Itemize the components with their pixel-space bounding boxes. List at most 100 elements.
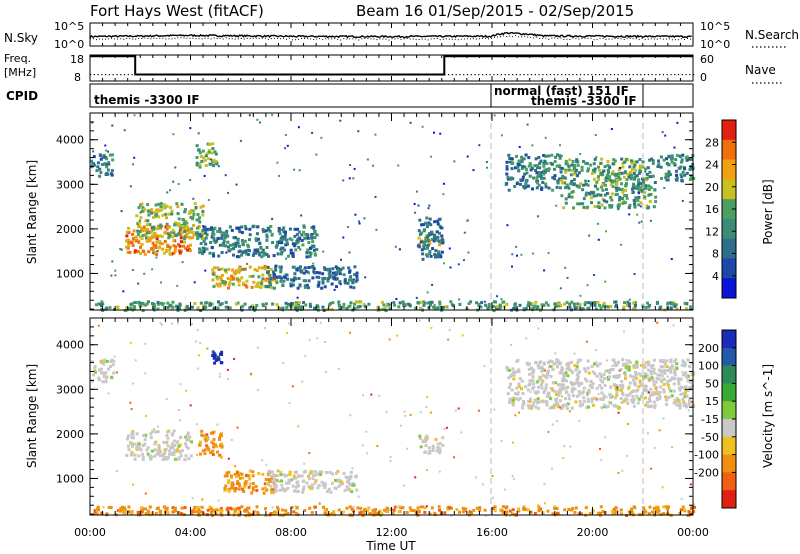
nave-point	[101, 74, 103, 76]
range-gate-cell	[172, 450, 176, 454]
range-gate-cell	[325, 307, 329, 311]
range-gate-cell	[279, 270, 283, 274]
range-gate-cell	[345, 307, 349, 310]
range-gate-cell	[510, 373, 514, 377]
scatter-cell	[526, 123, 529, 126]
range-gate-cell	[682, 373, 685, 377]
range-gate-cell	[310, 483, 314, 487]
power-colorbar-tick-label: 4	[712, 270, 719, 283]
range-gate-cell	[95, 512, 99, 516]
range-gate-cell	[666, 379, 670, 383]
search-noise-point	[584, 37, 586, 39]
range-gate-cell	[644, 187, 648, 190]
range-gate-cell	[581, 188, 585, 192]
range-gate-cell	[144, 507, 147, 511]
range-gate-cell	[235, 255, 239, 259]
range-gate-cell	[271, 302, 275, 306]
range-gate-cell	[547, 186, 551, 190]
range-gate-cell	[625, 182, 628, 186]
range-gate-cell	[553, 389, 557, 393]
range-gate-cell	[507, 376, 511, 380]
range-gate-cell	[662, 388, 666, 392]
range-gate-cell	[277, 229, 281, 233]
scatter-cell	[169, 189, 172, 192]
scatter-cell	[653, 446, 656, 449]
range-gate-cell	[621, 161, 625, 165]
range-gate-cell	[225, 229, 229, 233]
range-gate-cell	[564, 371, 568, 375]
range-gate-cell	[353, 273, 356, 277]
range-gate-cell	[219, 444, 222, 447]
range-gate-cell	[528, 162, 532, 165]
search-noise-point	[346, 38, 348, 40]
range-gate-cell	[373, 510, 377, 514]
range-gate-cell	[670, 394, 674, 398]
nave-point	[512, 74, 514, 76]
range-gate-cell	[265, 233, 269, 237]
range-gate-cell	[575, 373, 579, 377]
scatter-cell	[566, 276, 569, 279]
range-gate-cell	[210, 440, 214, 444]
scatter-cell	[626, 454, 629, 457]
scatter-cell	[256, 118, 259, 121]
scatter-cell	[560, 155, 563, 157]
range-gate-cell	[135, 446, 138, 450]
nave-point	[485, 74, 487, 76]
scatter-cell	[288, 402, 291, 404]
scatter-cell	[160, 281, 162, 284]
range-gate-cell	[265, 238, 269, 242]
range-gate-cell	[495, 305, 499, 309]
range-gate-cell	[282, 473, 286, 477]
range-gate-cell	[323, 486, 327, 489]
range-gate-cell	[311, 240, 315, 244]
range-gate-cell	[294, 248, 298, 252]
range-gate-cell	[579, 182, 583, 186]
range-gate-cell	[692, 510, 696, 514]
range-gate-cell	[295, 268, 299, 272]
range-gate-cell	[443, 511, 447, 515]
range-gate-cell	[615, 189, 619, 193]
range-gate-cell	[380, 512, 384, 516]
range-gate-cell	[154, 511, 158, 515]
scatter-cell	[339, 119, 342, 122]
range-gate-cell	[196, 213, 200, 216]
range-gate-cell	[604, 179, 608, 183]
range-gate-cell	[277, 275, 281, 279]
scatter-cell	[286, 331, 288, 334]
range-gate-cell	[147, 213, 151, 217]
range-gate-cell	[577, 382, 581, 386]
range-gate-cell	[510, 388, 514, 392]
range-gate-cell	[540, 380, 544, 384]
range-gate-cell	[570, 406, 574, 410]
search-noise-point	[361, 38, 363, 40]
range-gate-cell	[227, 470, 231, 474]
velocity-colorbar-segment	[722, 472, 736, 491]
range-gate-cell	[226, 240, 230, 244]
range-gate-cell	[188, 249, 192, 253]
range-gate-cell	[186, 306, 190, 310]
scatter-cell	[97, 324, 100, 327]
range-gate-cell	[225, 232, 229, 236]
scatter-cell	[261, 459, 264, 462]
range-gate-cell	[186, 244, 190, 248]
range-gate-cell	[505, 366, 509, 369]
scatter-cell	[374, 195, 377, 198]
range-gate-cell	[554, 305, 558, 308]
scatter-cell	[554, 352, 557, 355]
range-gate-cell	[536, 166, 540, 169]
range-gate-cell	[652, 358, 656, 362]
range-gate-cell	[232, 277, 236, 281]
range-gate-cell	[133, 442, 137, 446]
nave-point	[689, 74, 691, 76]
range-gate-cell	[590, 172, 594, 175]
scatter-cell	[325, 371, 327, 373]
range-gate-cell	[634, 168, 638, 172]
scatter-cell	[508, 161, 511, 164]
scatter-cell	[217, 165, 220, 168]
range-gate-cell	[212, 306, 216, 310]
time-tick-label: 16:00	[476, 526, 508, 539]
range-gate-cell	[321, 281, 325, 285]
range-gate-cell	[426, 301, 430, 305]
range-gate-cell	[313, 271, 317, 275]
range-gate-cell	[149, 436, 153, 440]
